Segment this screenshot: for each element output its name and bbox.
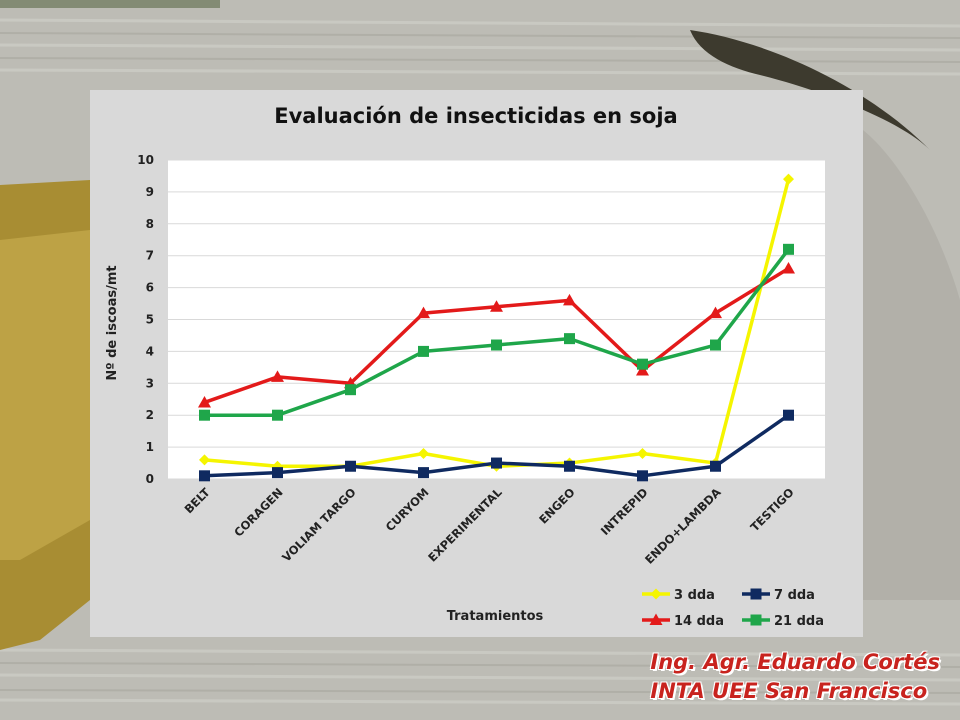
data-point [564, 333, 575, 345]
x-tick-label: ENGEO [536, 485, 578, 527]
data-point [491, 339, 502, 351]
x-tick-label: VOLIAM TARGO [279, 485, 359, 565]
y-tick-label: 6 [146, 281, 154, 295]
data-point [710, 460, 721, 472]
data-point [345, 384, 356, 396]
y-tick-label: 1 [146, 440, 154, 454]
data-point [199, 470, 210, 482]
legend-swatch-marker [649, 613, 663, 625]
data-point [199, 454, 210, 466]
legend-item: 3 dda [642, 588, 715, 603]
legend-label: 7 dda [774, 588, 815, 603]
x-tick-label: INTREPID [598, 485, 651, 538]
y-tick-label: 0 [146, 472, 154, 486]
credit-watermark: Ing. Agr. Eduardo Cortés INTA UEE San Fr… [650, 648, 940, 706]
legend-swatch-marker [750, 588, 762, 600]
x-tick-label: BELT [182, 485, 213, 516]
legend-swatch-marker [650, 588, 662, 600]
credit-line-1: Ing. Agr. Eduardo Cortés [650, 650, 940, 674]
x-axis-label: Tratamientos [447, 609, 544, 624]
y-axis-label: Nº de iscoas/mt [105, 265, 120, 380]
y-tick-label: 7 [146, 249, 154, 263]
data-point [272, 467, 283, 479]
data-point [637, 447, 648, 459]
y-tick-label: 10 [137, 153, 154, 167]
data-point [271, 370, 284, 382]
legend-item: 7 dda [742, 588, 815, 603]
data-point [272, 409, 283, 421]
x-tick-label: CORAGEN [231, 485, 285, 539]
data-point [563, 293, 576, 306]
data-point [198, 395, 211, 408]
data-point [418, 345, 429, 357]
x-tick-label: CURYOM [383, 485, 432, 534]
data-point [637, 470, 648, 482]
legend-item: 14 dda [642, 613, 724, 629]
y-tick-label: 4 [146, 344, 154, 358]
series-21-dda [199, 243, 794, 421]
legend-swatch-marker [750, 614, 762, 626]
y-tick-label: 3 [146, 376, 154, 390]
data-point [783, 173, 794, 185]
gridlines [168, 159, 825, 480]
legend-label: 21 dda [774, 614, 824, 629]
credit-line-2: INTA UEE San Francisco [650, 679, 928, 703]
data-point [418, 467, 429, 479]
data-point [783, 243, 794, 255]
y-tick-label: 5 [146, 313, 154, 327]
chart-title: Evaluación de insecticidas en soja [274, 104, 677, 128]
legend-label: 14 dda [674, 614, 724, 629]
y-tick-labels: 0 1 2 3 4 5 6 7 8 9 10 [137, 153, 154, 486]
data-point [637, 358, 648, 370]
data-point [491, 457, 502, 469]
y-tick-label: 8 [146, 217, 154, 231]
data-point [709, 306, 722, 319]
data-point [636, 364, 649, 376]
data-point [418, 447, 429, 459]
data-point [490, 300, 503, 312]
data-point [417, 306, 430, 319]
data-point [783, 409, 794, 421]
data-point [345, 460, 356, 472]
y-tick-label: 9 [146, 185, 154, 199]
chart-panel: 0 1 2 3 4 5 6 7 8 9 10 BELT CORAGEN VOLIAM TARGO CURY… [90, 90, 863, 637]
legend-item: 21 dda [742, 614, 824, 629]
legend: 3 dda 7 dda 14 dda 21 dda [642, 588, 824, 629]
x-tick-label: ENDO+LAMBDA [642, 485, 724, 567]
x-tick-label: EXPERIMENTAL [425, 485, 505, 565]
legend-label: 3 dda [674, 588, 715, 603]
y-tick-label: 2 [146, 408, 154, 422]
x-tick-label: TESTIGO [748, 485, 797, 534]
series-7-dda [199, 409, 794, 482]
data-point [782, 261, 795, 274]
data-point [710, 339, 721, 351]
data-point [199, 409, 210, 421]
data-point [564, 460, 575, 472]
series-lines [198, 173, 795, 482]
